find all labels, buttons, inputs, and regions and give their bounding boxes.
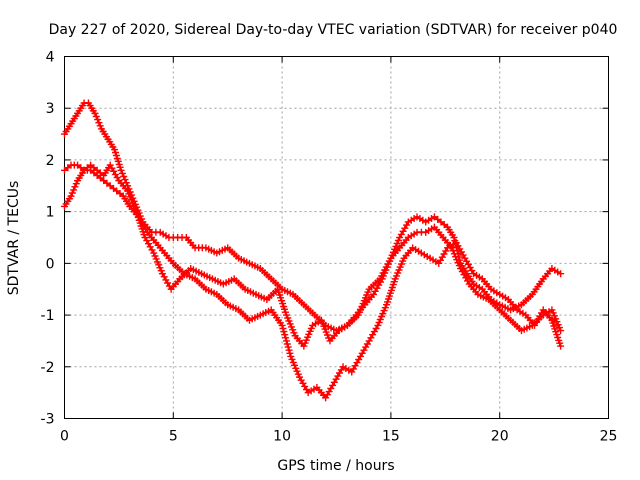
x-tick-label: 0 — [60, 429, 69, 445]
trace-marker — [94, 116, 102, 124]
y-tick-label: 1 — [46, 205, 55, 221]
x-axis-label: GPS time / hours — [277, 458, 394, 474]
y-tick-label: -2 — [41, 360, 55, 376]
trace-marker — [284, 343, 292, 351]
series-markers — [61, 161, 565, 350]
y-tick-label: 3 — [46, 101, 55, 117]
y-axis-label: SDTVAR / TECUs — [6, 181, 22, 296]
series-track-c — [61, 166, 565, 402]
y-tick-label: -1 — [41, 308, 55, 324]
data-point — [91, 109, 99, 117]
trace-marker — [70, 186, 78, 194]
series-markers — [61, 166, 565, 402]
data-point — [450, 234, 458, 241]
x-tick-label: 10 — [273, 429, 291, 445]
y-tick-label: 2 — [46, 153, 55, 169]
grid-lines — [64, 56, 609, 419]
plot-frame — [64, 56, 609, 419]
y-tick-label: 4 — [46, 50, 55, 66]
y-tick-label: 0 — [46, 256, 55, 272]
trace-marker — [95, 119, 103, 127]
trace-marker — [96, 122, 104, 130]
x-tick-label: 5 — [169, 429, 178, 445]
data-point — [557, 270, 565, 278]
series-group — [61, 99, 565, 402]
data-point — [557, 342, 565, 350]
trace-marker — [92, 113, 100, 120]
trace-marker — [285, 346, 293, 354]
y-tick-label: -3 — [41, 412, 55, 428]
data-point — [278, 321, 286, 329]
data-point — [117, 166, 125, 174]
trace-marker — [68, 189, 76, 197]
x-tick-label: 20 — [491, 429, 509, 445]
trace-marker — [283, 340, 291, 348]
trace-marker — [72, 180, 80, 188]
x-tick-label: 15 — [382, 429, 400, 445]
x-tick-label: 25 — [600, 429, 618, 445]
trace-marker — [283, 337, 290, 345]
trace-marker — [281, 331, 289, 339]
chart-title: Day 227 of 2020, Sidereal Day-to-day VTE… — [49, 22, 618, 38]
trace-marker — [71, 183, 79, 191]
series-line — [63, 164, 562, 348]
trace-marker — [118, 169, 126, 177]
data-point — [67, 192, 75, 200]
trace-marker — [279, 325, 287, 332]
trace-marker — [120, 173, 128, 180]
trace-marker — [286, 349, 294, 357]
trace-marker — [280, 328, 288, 336]
axis-ticks: 0 5 10 15 20 25 -3 -2 -1 0 1 2 3 4 — [41, 50, 618, 445]
trace-marker — [121, 176, 129, 184]
trace-marker — [282, 334, 290, 342]
data-point — [557, 327, 565, 335]
series-track-b — [61, 161, 565, 350]
